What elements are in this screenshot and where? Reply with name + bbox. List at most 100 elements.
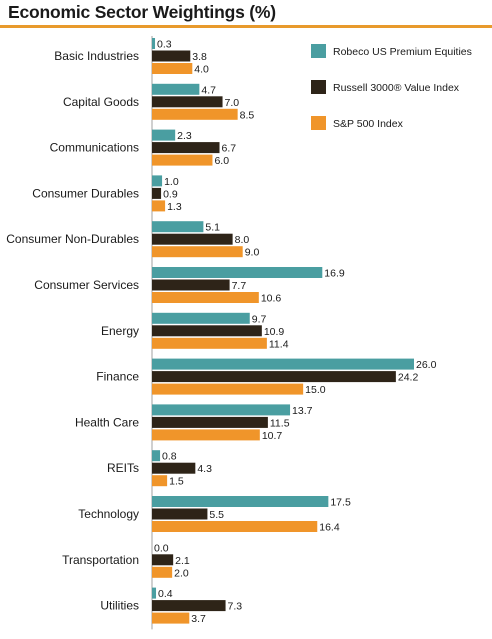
bar	[152, 38, 156, 49]
bar	[152, 358, 414, 370]
data-label: 1.5	[169, 476, 184, 488]
data-label: 7.7	[232, 280, 247, 292]
bar	[152, 496, 329, 507]
data-label: 8.0	[235, 234, 250, 246]
data-label: 10.6	[261, 293, 282, 305]
legend: Robeco US Premium Equities Russell 3000® …	[311, 44, 472, 130]
bar	[152, 383, 304, 395]
bars-layer: Basic Industries 0.3 3.84.0 Capital Goods 4.…	[6, 36, 437, 630]
legend-swatch	[311, 116, 326, 130]
data-label: 16.9	[324, 268, 345, 280]
bar	[152, 600, 226, 612]
data-label: 4.3	[197, 463, 212, 475]
data-label: 8.5	[240, 109, 255, 121]
bar	[152, 50, 191, 62]
data-label: 1.0	[164, 176, 179, 188]
bar	[152, 279, 230, 291]
data-label: 10.9	[264, 326, 285, 338]
data-label: 1.3	[167, 201, 182, 213]
data-label: 9.7	[252, 313, 267, 325]
data-label: 2.1	[175, 555, 190, 567]
category-label: Consumer Non-Durables	[6, 232, 139, 246]
data-label: 0.9	[163, 188, 178, 200]
category-label: Utilities	[100, 599, 139, 613]
data-label: 10.7	[262, 430, 283, 442]
data-label: 13.7	[292, 405, 313, 417]
bar	[152, 154, 213, 166]
bar	[152, 508, 208, 520]
bar	[152, 404, 291, 416]
bar	[152, 292, 259, 303]
data-label: 5.5	[209, 509, 224, 521]
bar	[152, 233, 233, 245]
data-label: 4.7	[201, 84, 216, 96]
bar	[152, 337, 267, 349]
bar	[152, 108, 238, 120]
data-label: 26.0	[416, 359, 437, 371]
data-label: 5.1	[205, 222, 220, 234]
data-label: 11.4	[269, 338, 289, 350]
legend-label: S&P 500 Index	[333, 118, 404, 130]
bar	[152, 129, 176, 141]
chart-title: Economic Sector Weightings (%)	[8, 2, 276, 22]
bar	[152, 416, 268, 428]
bar	[152, 96, 223, 108]
category-label: Energy	[101, 324, 139, 338]
bar	[152, 462, 196, 474]
data-label: 7.3	[228, 601, 243, 613]
category-label: Transportation	[62, 553, 139, 567]
bar	[152, 246, 243, 258]
category-label: Consumer Durables	[32, 186, 139, 200]
category-label: Technology	[78, 507, 139, 521]
category-label: Health Care	[75, 415, 139, 429]
data-label: 2.3	[177, 130, 192, 142]
data-label: 7.0	[225, 97, 240, 109]
data-label: 6.0	[214, 155, 229, 167]
bar	[152, 429, 260, 441]
bar	[152, 142, 220, 154]
legend-label: Russell 3000® Value Index	[333, 82, 460, 94]
category-label: Communications	[50, 141, 139, 155]
data-label: 15.0	[305, 384, 326, 396]
category-label: Basic Industries	[54, 49, 139, 63]
data-label: 0.0	[154, 542, 169, 554]
category-label: Finance	[96, 370, 139, 384]
bar	[152, 187, 162, 199]
title-underline	[0, 25, 492, 28]
data-label: 2.0	[174, 567, 189, 579]
bar	[152, 450, 161, 462]
data-label: 24.2	[398, 372, 419, 384]
data-label: 9.0	[245, 247, 260, 259]
bar	[152, 63, 193, 74]
bar	[152, 371, 396, 383]
bar	[152, 612, 190, 624]
data-label: 3.8	[192, 51, 207, 63]
data-label: 0.3	[157, 39, 172, 51]
bar	[152, 587, 157, 599]
legend-swatch	[311, 80, 326, 94]
bar	[152, 175, 163, 187]
bar	[152, 554, 174, 566]
data-label: 0.8	[162, 451, 177, 463]
data-label: 4.0	[194, 64, 209, 76]
bar	[152, 566, 173, 578]
data-label: 3.7	[191, 613, 206, 625]
category-label: Consumer Services	[34, 278, 139, 292]
data-label: 0.4	[158, 588, 173, 600]
category-label: Capital Goods	[63, 95, 139, 109]
category-label: REITs	[107, 461, 139, 475]
data-label: 11.5	[270, 417, 290, 429]
bar	[152, 325, 262, 337]
data-label: 16.4	[319, 522, 340, 534]
bar	[152, 200, 166, 212]
data-label: 17.5	[330, 497, 351, 509]
bar	[152, 221, 204, 233]
legend-label: Robeco US Premium Equities	[333, 46, 472, 58]
bar	[152, 312, 250, 324]
bar	[152, 521, 318, 532]
bar	[152, 83, 200, 95]
bar	[152, 267, 323, 278]
data-label: 6.7	[222, 143, 237, 155]
legend-swatch	[311, 44, 326, 58]
